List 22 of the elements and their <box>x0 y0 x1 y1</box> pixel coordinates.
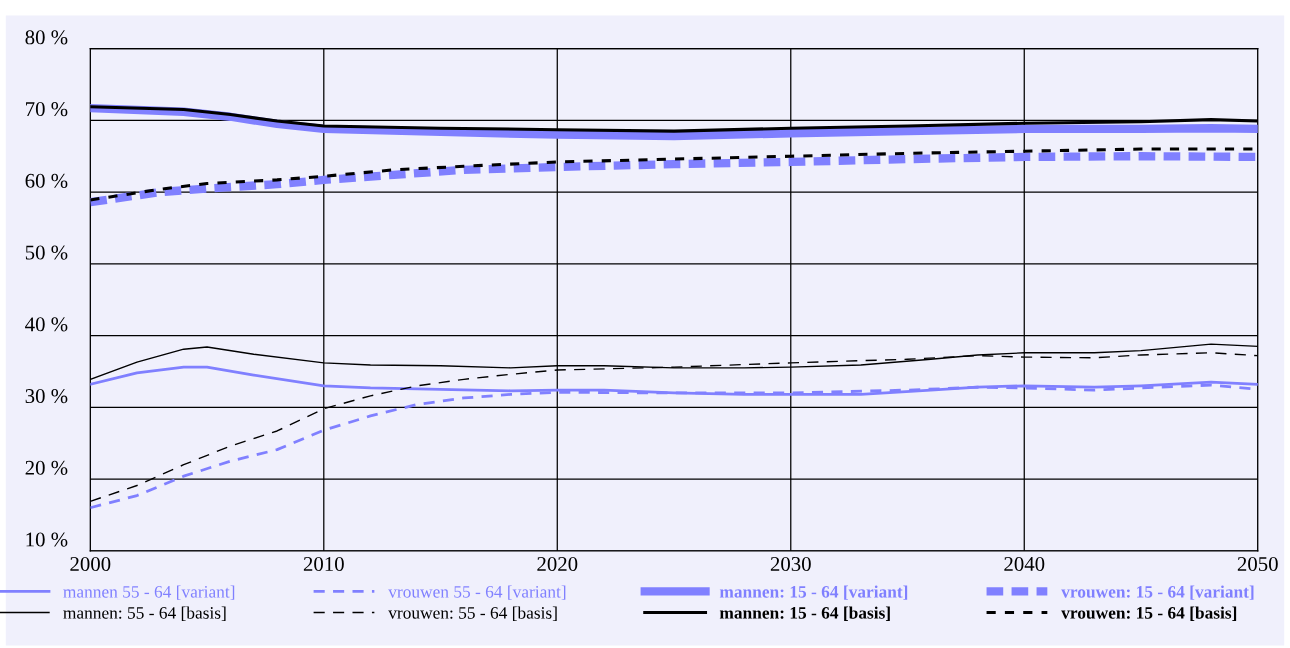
y-tick-label: 60 % <box>25 173 68 188</box>
y-tick-label: 40 % <box>25 317 68 332</box>
x-tick-label: 2010 <box>303 556 344 572</box>
legend-label: mannen: 55 - 64 [basis] <box>63 606 226 621</box>
legend-label: mannen 55 - 64 [variant] <box>63 585 235 600</box>
y-tick-label: 10 % <box>26 532 68 547</box>
legend-label: vrouwen: 55 - 64 [basis] <box>388 606 557 621</box>
y-tick-label: 80 % <box>25 30 68 45</box>
legend-label: vrouwen: 15 - 64 [basis] <box>1061 606 1237 621</box>
legend-label: vrouwen 55 - 64 [variant] <box>388 585 566 600</box>
legend-label: mannen: 15 - 64 [variant] <box>719 585 908 600</box>
legend-label: vrouwen: 15 - 64 [variant] <box>1061 585 1254 600</box>
y-tick-label: 50 % <box>25 245 68 260</box>
y-tick-label: 70 % <box>26 102 68 117</box>
x-tick-label: 2030 <box>770 556 811 572</box>
legend-label: mannen: 15 - 64 [basis] <box>719 606 890 621</box>
x-tick-label: 2040 <box>1004 556 1045 572</box>
x-tick-label: 2020 <box>537 556 578 572</box>
x-tick-label: 2000 <box>70 556 111 572</box>
y-tick-label: 30 % <box>25 389 68 404</box>
x-tick-label: 2050 <box>1237 556 1278 572</box>
y-tick-label: 20 % <box>25 460 68 475</box>
